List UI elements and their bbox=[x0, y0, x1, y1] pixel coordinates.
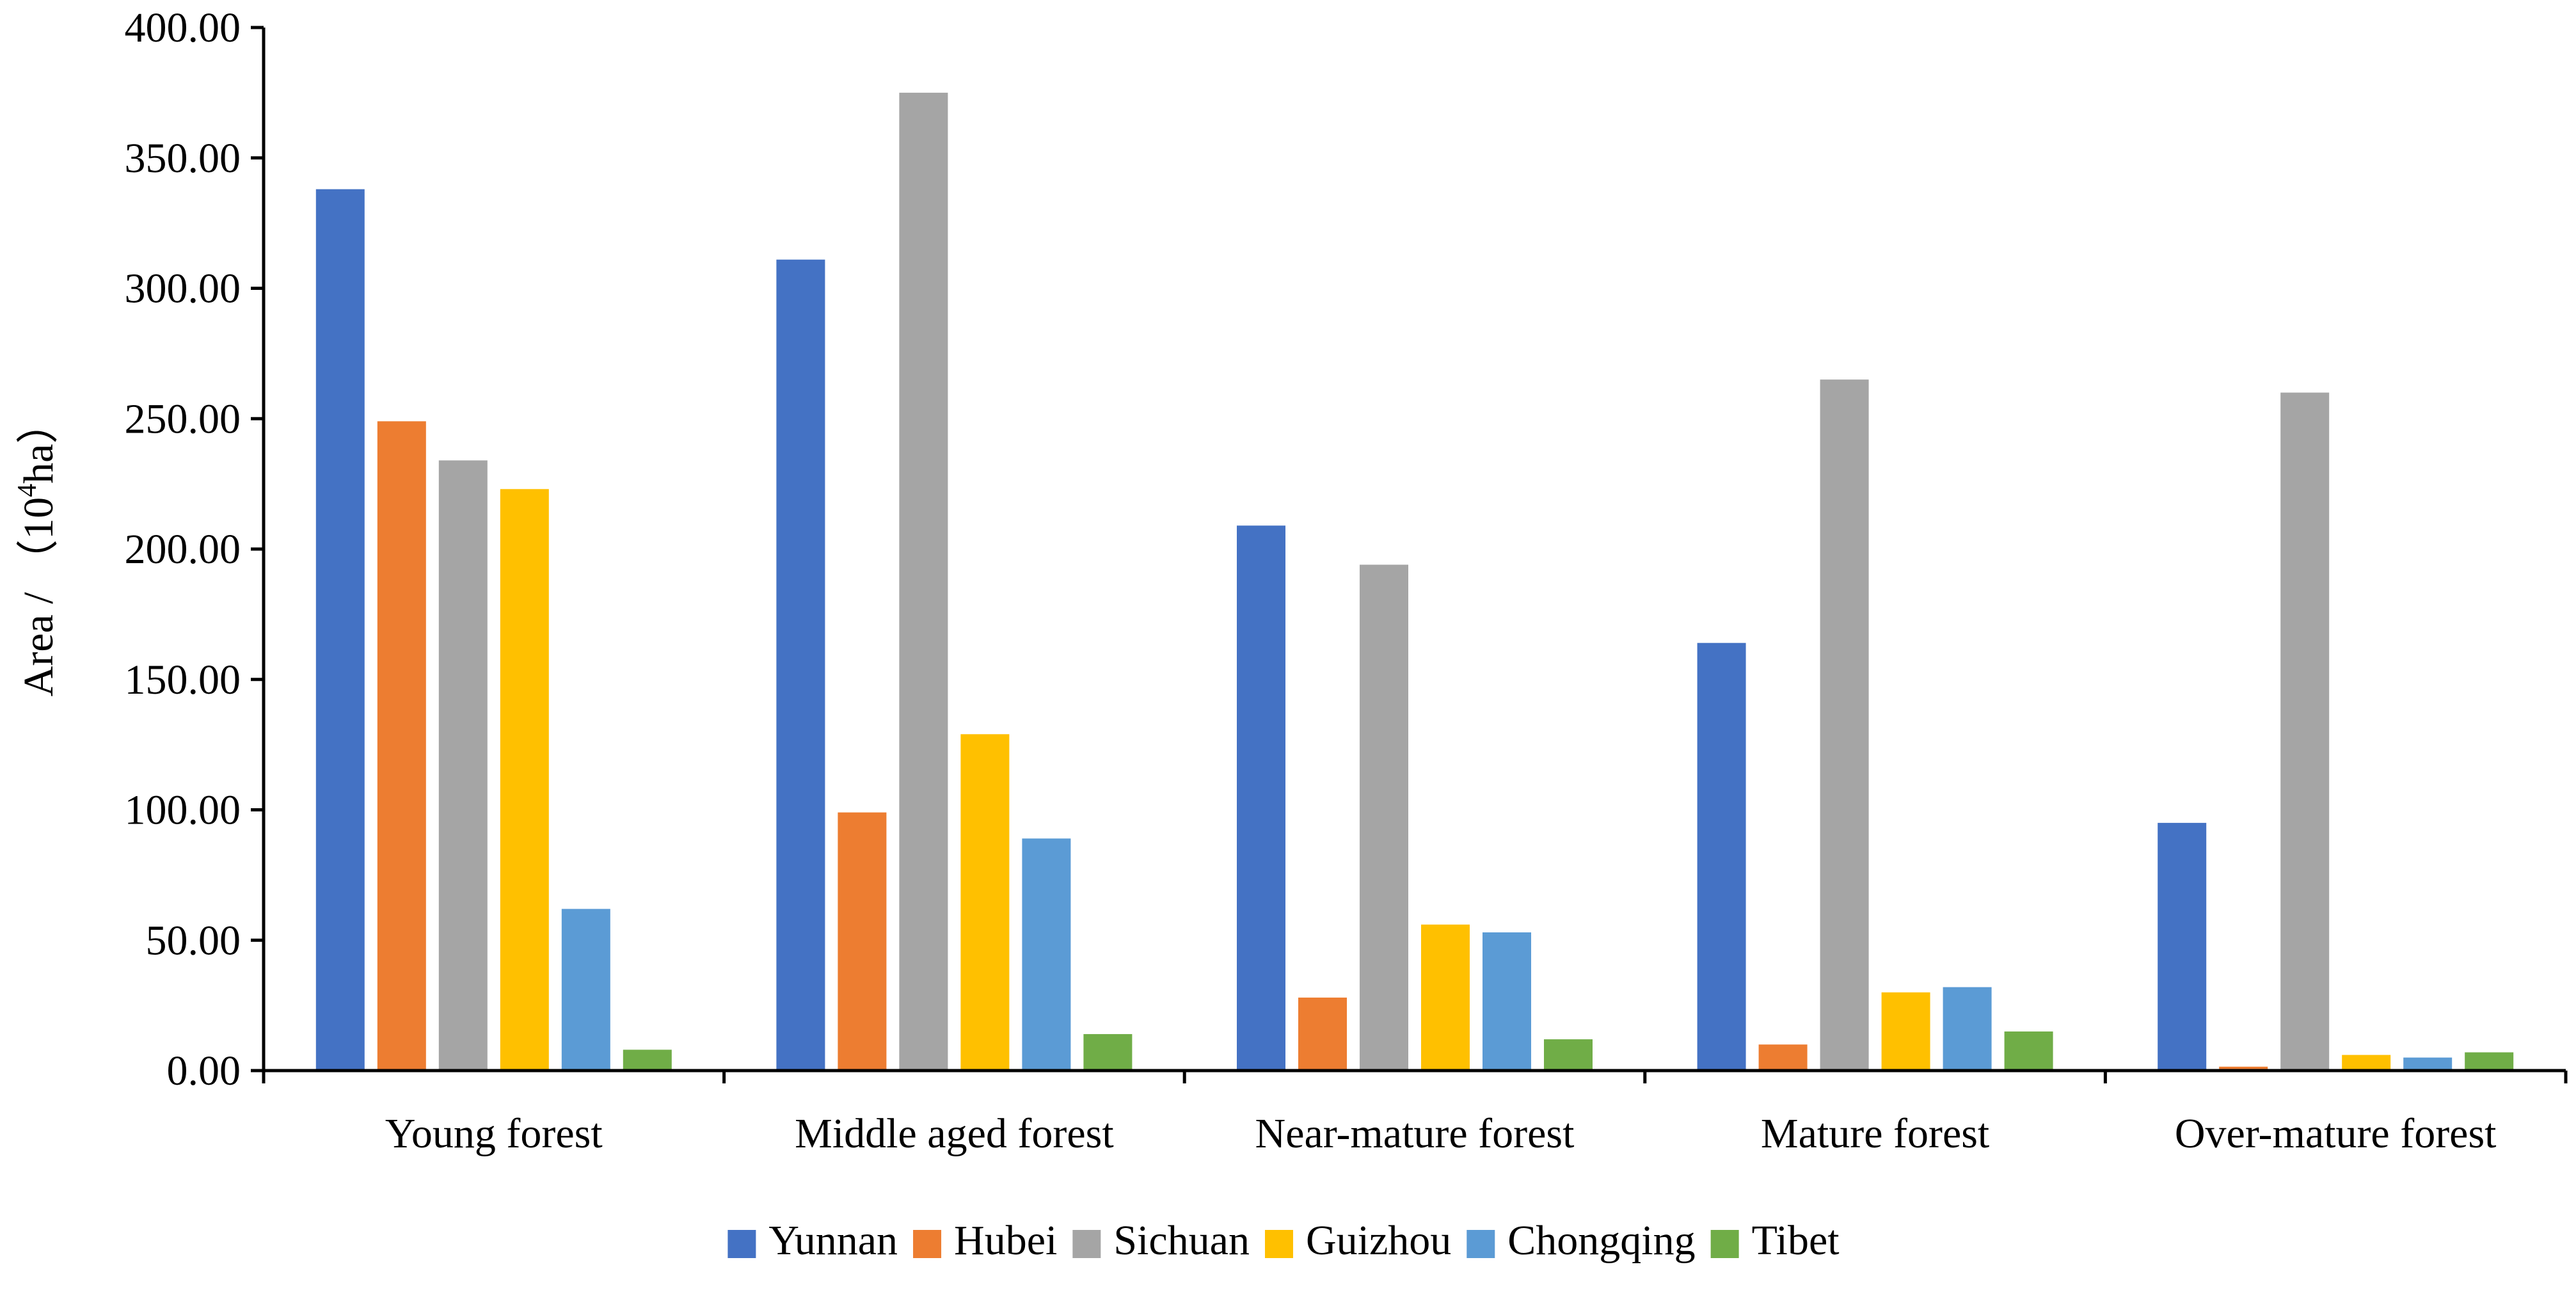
y-axis-title: Area / （104ha） bbox=[13, 402, 62, 697]
x-category-label: Middle aged forest bbox=[795, 1110, 1114, 1157]
legend-label: Chongqing bbox=[1507, 1217, 1695, 1264]
bar-guizhou-3 bbox=[1421, 924, 1470, 1071]
y-axis-title-group: Area / （104ha） bbox=[13, 402, 62, 697]
bar-chongqing-1 bbox=[561, 909, 610, 1071]
bar-guizhou-2 bbox=[960, 734, 1010, 1071]
y-tick-label: 100.00 bbox=[125, 787, 241, 834]
bar-chongqing-2 bbox=[1022, 838, 1071, 1071]
x-category-label: Near-mature forest bbox=[1255, 1110, 1575, 1157]
y-axis-title-main: Area / （10 bbox=[15, 497, 62, 697]
bar-yunnan-5 bbox=[2158, 822, 2207, 1071]
bar-hubei-5 bbox=[2219, 1066, 2268, 1071]
bar-guizhou-5 bbox=[2342, 1055, 2391, 1071]
y-tick-label: 200.00 bbox=[125, 526, 241, 573]
legend-swatch bbox=[1072, 1230, 1101, 1258]
legend-item-yunnan: Yunnan bbox=[727, 1217, 898, 1264]
x-ticks-group: Young forest Middle aged forest Near-matur… bbox=[262, 1071, 2568, 1157]
bar-guizhou-1 bbox=[500, 489, 549, 1071]
y-tick-label: 0.00 bbox=[167, 1048, 241, 1094]
y-tick-label: 400.00 bbox=[125, 4, 241, 51]
y-axis-title-sup: 4 bbox=[13, 484, 42, 497]
bar-hubei-1 bbox=[377, 421, 426, 1071]
bar-hubei-3 bbox=[1298, 997, 1347, 1071]
x-category-label: Young forest bbox=[385, 1110, 603, 1157]
legend-item-sichuan: Sichuan bbox=[1072, 1217, 1250, 1264]
bar-tibet-2 bbox=[1083, 1033, 1133, 1071]
bar-sichuan-5 bbox=[2280, 392, 2330, 1071]
bar-yunnan-3 bbox=[1237, 525, 1285, 1071]
bar-sichuan-1 bbox=[438, 460, 488, 1071]
legend-item-tibet: Tibet bbox=[1710, 1217, 1840, 1264]
legend-label: Sichuan bbox=[1113, 1217, 1250, 1264]
y-tick-label: 250.00 bbox=[125, 395, 241, 442]
bar-yunnan-1 bbox=[315, 189, 365, 1071]
y-tick-label: 300.00 bbox=[125, 266, 241, 312]
bar-chongqing-4 bbox=[1943, 987, 1992, 1071]
legend-item-chongqing: Chongqing bbox=[1467, 1217, 1696, 1264]
bar-hubei-2 bbox=[838, 812, 887, 1071]
legend-item-guizhou: Guizhou bbox=[1264, 1217, 1451, 1264]
bar-hubei-4 bbox=[1758, 1044, 1808, 1071]
legend-swatch bbox=[1710, 1230, 1739, 1258]
bar-sichuan-4 bbox=[1820, 379, 1869, 1071]
y-tick-label: 150.00 bbox=[125, 657, 241, 703]
y-axis-title-suffix: ha） bbox=[15, 402, 62, 484]
bar-guizhou-4 bbox=[1881, 992, 1930, 1071]
legend-item-hubei: Hubei bbox=[913, 1217, 1057, 1264]
bar-chongqing-3 bbox=[1483, 932, 1531, 1071]
legend-swatch bbox=[1264, 1230, 1293, 1258]
legend: Yunnan Hubei Sichuan Guizhou Chongqing Tibet bbox=[727, 1217, 1840, 1264]
bar-chongqing-5 bbox=[2403, 1057, 2453, 1071]
legend-swatch bbox=[727, 1230, 756, 1258]
bar-tibet-5 bbox=[2465, 1052, 2514, 1071]
bar-tibet-1 bbox=[623, 1049, 672, 1071]
bar-sichuan-3 bbox=[1360, 564, 1408, 1071]
legend-label: Tibet bbox=[1752, 1217, 1840, 1264]
y-tick-label: 50.00 bbox=[146, 917, 241, 964]
bar-yunnan-4 bbox=[1697, 642, 1746, 1071]
legend-swatch bbox=[1467, 1230, 1495, 1258]
legend-label: Yunnan bbox=[768, 1217, 898, 1264]
legend-swatch bbox=[913, 1230, 942, 1258]
y-ticks-group: 0.00 50.00 100.00 150.00 200.00 250.00 300.00 3… bbox=[125, 4, 264, 1094]
x-category-label: Mature forest bbox=[1761, 1110, 1989, 1157]
legend-label: Hubei bbox=[954, 1217, 1057, 1264]
bar-sichuan-2 bbox=[899, 92, 948, 1071]
bar-tibet-3 bbox=[1544, 1039, 1593, 1071]
bar-yunnan-2 bbox=[776, 259, 825, 1071]
y-tick-label: 350.00 bbox=[125, 135, 241, 182]
x-category-label: Over-mature forest bbox=[2175, 1110, 2497, 1157]
bars-group bbox=[315, 92, 2514, 1071]
bar-tibet-4 bbox=[2004, 1031, 2053, 1071]
legend-label: Guizhou bbox=[1306, 1217, 1451, 1264]
